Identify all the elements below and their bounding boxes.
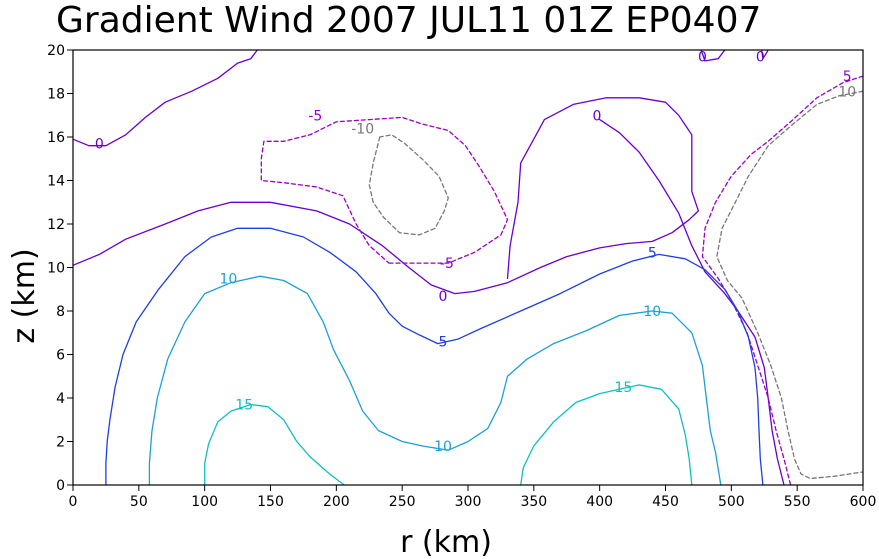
- y-tick-label: 6: [56, 348, 65, 364]
- contour-c15-right: [520, 384, 693, 485]
- contour-label: -5: [440, 256, 454, 272]
- contour-c0-top-right-tick: [760, 50, 769, 60]
- x-tick-label: 350: [520, 494, 547, 510]
- contour-label: -10: [351, 121, 374, 137]
- contour-c0-top-left: [73, 50, 259, 147]
- x-tick-label: 0: [69, 494, 78, 510]
- x-tick-label: 600: [850, 494, 877, 510]
- y-tick-label: 8: [56, 304, 65, 320]
- contour-label: 0: [593, 108, 602, 124]
- contour-c5-main: [105, 227, 764, 485]
- y-tick-label: 10: [47, 261, 65, 277]
- contour-label: 0: [698, 50, 707, 66]
- y-axis: 0 2 4 6 8 10 12 14 16 18 20: [47, 43, 73, 494]
- contour-cm5-right: [701, 75, 863, 485]
- y-tick-label: 14: [47, 174, 65, 190]
- contour-label: 0: [439, 289, 448, 305]
- x-tick-label: 550: [784, 494, 811, 510]
- contour-label: -5: [308, 108, 322, 124]
- contour-label: 15: [235, 398, 253, 414]
- contour-label: 15: [614, 380, 632, 396]
- contour-label: 5: [843, 69, 852, 85]
- contour-cm10-left: [368, 134, 449, 236]
- plot-frame: [72, 49, 864, 486]
- y-tick-label: 16: [47, 130, 65, 146]
- contour-label: 10: [434, 439, 452, 455]
- x-tick-label: 300: [455, 494, 482, 510]
- contour-label: 0: [756, 50, 765, 66]
- contour-c0-main: [73, 97, 700, 295]
- x-tick-label: 250: [389, 494, 416, 510]
- contour-label: 10: [838, 84, 856, 100]
- contour-cm10-right: [716, 90, 863, 480]
- x-tick-label: 450: [652, 494, 679, 510]
- contour-label: 0: [95, 137, 104, 153]
- x-axis-title: r (km): [400, 525, 492, 559]
- y-tick-label: 12: [47, 217, 65, 233]
- chart-title: Gradient Wind 2007 JUL11 01Z EP0407: [56, 0, 761, 41]
- x-tick-label: 50: [130, 494, 148, 510]
- y-tick-label: 0: [56, 478, 65, 494]
- x-tick-label: 500: [718, 494, 745, 510]
- contour-c0-top-right-blob: [700, 50, 726, 62]
- contour-label: 5: [648, 245, 657, 261]
- y-tick-label: 2: [56, 435, 65, 451]
- x-axis: 0 50 100 150 200 250 300 350 400 450 500 550 600: [69, 485, 877, 510]
- contour-label: 10: [643, 304, 661, 320]
- y-tick-label: 4: [56, 391, 65, 407]
- contour-label: 10: [219, 271, 237, 287]
- contour-c10-left: [148, 275, 722, 485]
- x-tick-label: 400: [586, 494, 613, 510]
- contour-cm5-left: [260, 116, 509, 264]
- contour-c15-left: [204, 403, 345, 485]
- contour-label: 5: [439, 335, 448, 351]
- x-tick-label: 150: [257, 494, 284, 510]
- y-tick-label: 20: [47, 43, 65, 59]
- x-tick-label: 200: [323, 494, 350, 510]
- y-tick-label: 18: [47, 87, 65, 103]
- x-tick-label: 100: [191, 494, 218, 510]
- y-axis-title: z (km): [7, 248, 42, 343]
- contour-c0-right: [599, 118, 785, 485]
- contour-lines: [73, 50, 863, 485]
